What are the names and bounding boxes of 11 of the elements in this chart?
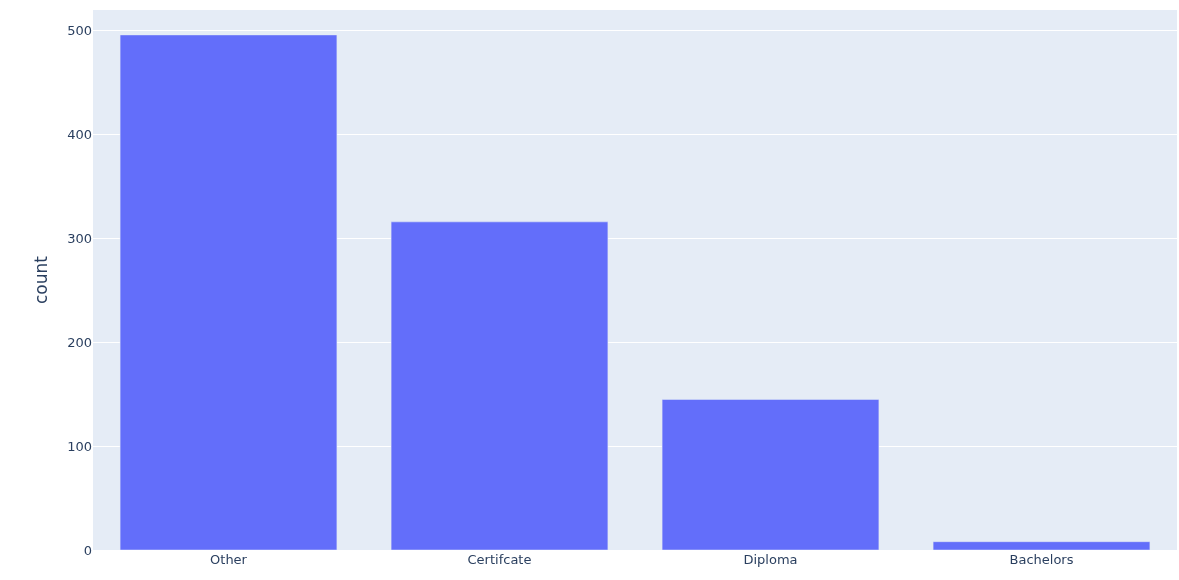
x-tick-label: Bachelors: [1009, 552, 1074, 567]
y-tick-label: 500: [67, 23, 92, 39]
y-tick-label: 100: [67, 438, 92, 454]
x-tick-label: Other: [210, 552, 248, 567]
y-axis-title: count: [30, 255, 51, 304]
x-tick-label: Certifcate: [467, 552, 532, 567]
y-tick-label: 400: [67, 127, 92, 143]
x-tick-label: Diploma: [743, 552, 798, 567]
y-tick-label: 200: [67, 334, 92, 350]
y-tick-label: 0: [83, 542, 92, 558]
y-tick-label: 300: [67, 231, 92, 247]
